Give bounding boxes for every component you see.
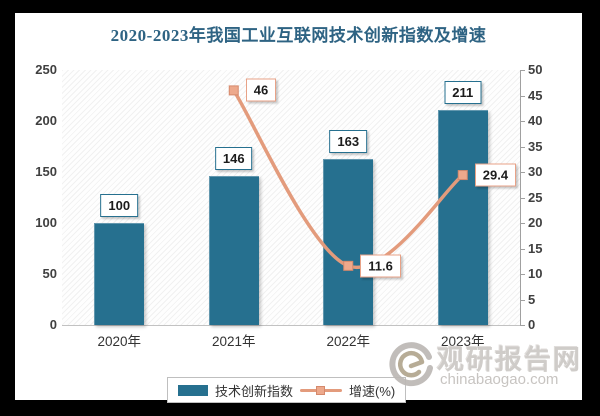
right-axis-tick-label: 0 [528,317,536,332]
right-axis-tick-mark [520,172,525,173]
left-axis-tick-label: 250 [35,62,57,77]
line-value-label: 46 [245,78,277,102]
index-bar [208,176,259,325]
index-bar [437,109,488,325]
bar-legend-swatch [178,384,208,396]
right-axis-tick-mark [520,146,525,148]
x-axis-category-label: 2022年 [326,334,371,349]
x-axis-category-label: 2020年 [97,334,142,349]
right-axis-tick-mark [520,197,525,199]
right-axis-tick-mark [520,95,525,97]
bar-value-label: 163 [329,129,368,153]
bar-legend-label: 技术创新指数 [215,383,294,399]
line-legend-symbol [300,384,343,396]
right-axis-tick-label: 15 [528,240,543,256]
line-value-label: 29.4 [474,163,517,187]
right-axis-tick-label: 35 [528,138,543,154]
right-axis-tick-mark [520,70,525,71]
right-axis-tick-label: 40 [528,113,543,128]
x-axis-line [62,325,521,326]
right-axis-tick-label: 5 [528,291,536,307]
right-axis-tick-mark [520,299,525,301]
left-axis-tick-label: 100 [35,215,57,230]
index-bar [94,223,145,325]
right-axis-tick-mark [520,325,525,326]
right-axis-tick-label: 45 [528,87,543,103]
watermark-site-url: chinabaogao.com [440,371,559,388]
right-axis-tick-label: 10 [528,266,543,281]
index-bar [323,158,374,325]
line-legend-marker [316,386,326,395]
line-legend-label: 增速(%) [349,383,396,399]
left-axis-tick-label: 50 [42,266,57,281]
left-axis-tick-label: 200 [35,113,57,128]
bar-value-label: 146 [214,147,253,171]
right-axis-tick-label: 25 [528,189,543,205]
bar-value-label: 211 [444,80,482,104]
left-axis-tick-label: 0 [49,317,57,332]
legend: 技术创新指数 增速(%) [167,377,407,403]
x-axis-category-label: 2023年 [440,334,485,349]
bar-value-label: 100 [100,194,139,217]
chart-canvas: 2020-2023年我国工业互联网技术创新指数及增速 0 50 100 150 200 2… [15,13,584,403]
right-axis-tick-label: 50 [528,62,543,77]
chart-title: 2020-2023年我国工业互联网技术创新指数及增速 [110,26,487,45]
right-axis-tick-mark [520,274,525,275]
x-axis-category-label: 2021年 [211,334,256,349]
right-axis-tick-mark [520,248,525,250]
right-axis-tick-mark [520,121,525,122]
line-value-label: 11.6 [360,254,401,278]
right-axis-tick-mark [520,223,525,224]
right-axis-tick-label: 30 [528,164,543,179]
watermark: 观研报告网 chinabaogao.com [389,338,584,398]
left-axis-tick-label: 150 [35,164,57,179]
right-axis-tick-label: 20 [528,215,543,230]
